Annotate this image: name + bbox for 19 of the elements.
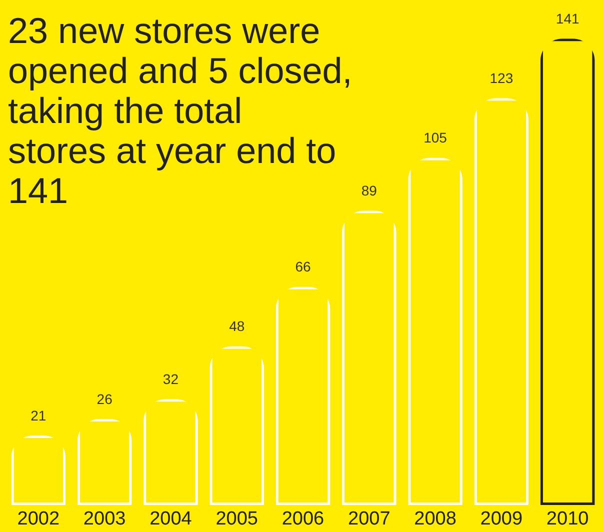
- x-tick-label: 2010: [546, 508, 589, 530]
- data-label: 123: [490, 70, 514, 86]
- text: 23 new stores were opened and 5 closed, taking the total stores at year end to 141: [8, 10, 352, 211]
- data-label: 26: [96, 391, 113, 408]
- data-label: 89: [361, 182, 378, 199]
- x-tick-label: 2005: [216, 508, 258, 530]
- x-tick-label: 2006: [282, 508, 324, 530]
- data-label: 141: [556, 10, 580, 27]
- x-tick-label: 2009: [480, 508, 523, 530]
- x-tick-label: 2007: [348, 508, 390, 530]
- x-tick-label: 2004: [150, 508, 192, 530]
- x-tick-label: 2003: [83, 508, 126, 530]
- data-label: 21: [30, 408, 46, 424]
- data-label: 32: [162, 371, 179, 388]
- data-label: 66: [295, 258, 311, 275]
- x-tick-label: 2008: [414, 508, 456, 530]
- data-label: 48: [229, 318, 245, 334]
- data-label: 105: [424, 130, 448, 146]
- x-tick-label: 2002: [17, 508, 60, 530]
